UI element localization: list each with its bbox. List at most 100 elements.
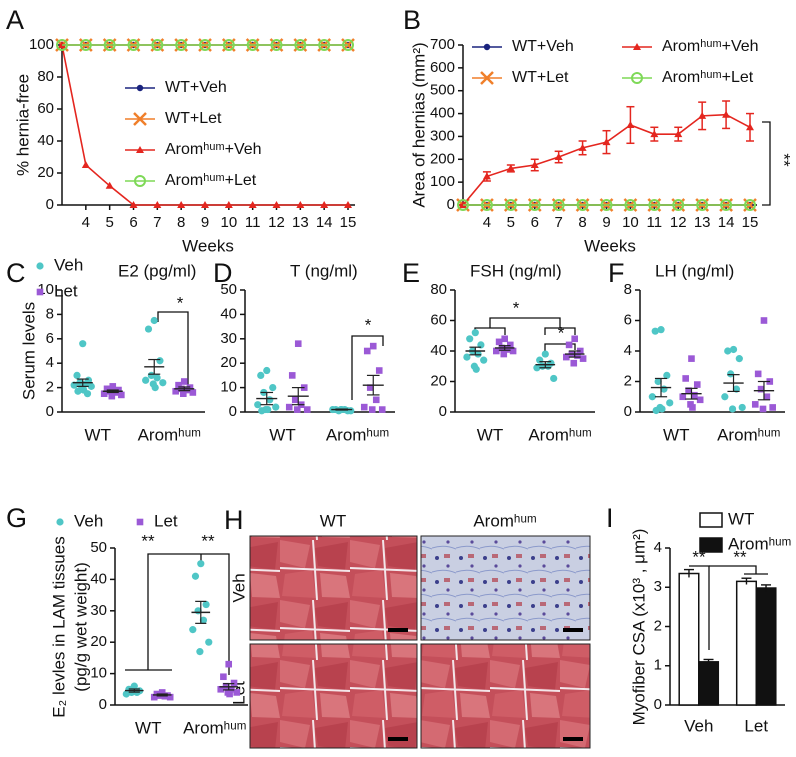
x-tick-label: WT bbox=[663, 425, 689, 444]
marker bbox=[728, 405, 737, 413]
marker bbox=[759, 405, 767, 413]
marker bbox=[257, 371, 265, 379]
marker bbox=[36, 288, 44, 296]
marker bbox=[504, 346, 511, 353]
legend-label: Veh bbox=[74, 511, 103, 530]
y-axis-label: Area of hernias (mm²) bbox=[409, 42, 428, 207]
marker bbox=[696, 199, 709, 211]
error-bar bbox=[683, 568, 694, 578]
marker bbox=[100, 390, 108, 397]
sem-bar bbox=[260, 391, 274, 406]
marker bbox=[654, 377, 662, 386]
marker-stroke bbox=[133, 112, 147, 126]
marker bbox=[722, 110, 731, 118]
x-tick-label: Let bbox=[744, 716, 768, 735]
marker bbox=[272, 201, 281, 208]
marker bbox=[205, 638, 213, 646]
marker bbox=[225, 660, 233, 668]
sem-bar bbox=[178, 386, 191, 392]
sem-bar bbox=[727, 374, 740, 393]
legend-swatch bbox=[699, 537, 723, 553]
marker bbox=[574, 352, 581, 359]
marker bbox=[480, 199, 493, 211]
marker bbox=[217, 686, 225, 693]
sem-bar bbox=[128, 688, 140, 693]
marker bbox=[258, 407, 266, 415]
x-tick-label: 9 bbox=[602, 214, 610, 231]
marker bbox=[501, 335, 508, 343]
marker bbox=[150, 316, 158, 325]
x-tick-label: 6 bbox=[129, 214, 137, 231]
significance: ** bbox=[141, 531, 155, 550]
marker bbox=[648, 393, 656, 401]
y-tick-label: 30 bbox=[90, 602, 107, 619]
marker bbox=[552, 199, 565, 211]
legend-label: WT+Let bbox=[512, 69, 569, 86]
marker bbox=[291, 396, 299, 404]
legend-label: WT+Let bbox=[165, 110, 222, 127]
marker bbox=[729, 345, 738, 354]
marker bbox=[482, 172, 491, 180]
x-tick-label: 4 bbox=[483, 214, 491, 231]
marker bbox=[507, 341, 514, 349]
marker bbox=[563, 353, 570, 361]
marker bbox=[480, 356, 488, 364]
y-tick-label: 0 bbox=[624, 403, 632, 420]
x-tick-label: 13 bbox=[292, 214, 309, 231]
x-tick-label: WT bbox=[477, 425, 503, 444]
legend-label: Aromʰᵘᵐ+Let bbox=[165, 172, 257, 189]
marker bbox=[264, 405, 272, 414]
x-tick-label: 5 bbox=[105, 214, 113, 231]
y-tick-label: 4 bbox=[46, 354, 54, 371]
x-tick-label: 7 bbox=[554, 214, 562, 231]
legend-label: Veh bbox=[54, 255, 83, 274]
marker bbox=[248, 201, 257, 208]
marker bbox=[735, 355, 743, 363]
y-tick-label: 40 bbox=[37, 132, 54, 149]
marker bbox=[56, 39, 68, 51]
marker bbox=[685, 387, 692, 394]
x-tick-label: 15 bbox=[340, 214, 357, 231]
y-tick-label: 0 bbox=[46, 196, 54, 213]
significance: ** bbox=[201, 531, 215, 550]
marker bbox=[288, 372, 296, 379]
error-bar bbox=[703, 658, 714, 665]
marker bbox=[570, 359, 578, 367]
y-tick-label: 10 bbox=[90, 665, 107, 682]
marker bbox=[226, 690, 233, 698]
significance: ** bbox=[775, 153, 794, 167]
panel-letter: F bbox=[608, 258, 625, 288]
bracket bbox=[351, 335, 384, 400]
x-tick-label: 14 bbox=[316, 214, 333, 231]
panel-letter: D bbox=[213, 258, 233, 288]
marker bbox=[483, 43, 491, 51]
marker bbox=[254, 401, 262, 409]
x-tick-label: 10 bbox=[622, 214, 639, 231]
row-label: Veh bbox=[229, 573, 248, 602]
chart-title: FSH (ng/ml) bbox=[470, 261, 562, 280]
y-tick-label: 0 bbox=[99, 696, 107, 713]
marker bbox=[600, 199, 613, 211]
marker bbox=[222, 39, 235, 51]
y-tick-label: 20 bbox=[220, 354, 237, 371]
marker bbox=[366, 384, 374, 391]
y-tick-label: 60 bbox=[430, 311, 447, 328]
significance: * bbox=[177, 293, 184, 312]
x-tick-label: WT bbox=[85, 425, 111, 444]
y-tick-label: 8 bbox=[46, 305, 54, 322]
x-tick-label: 7 bbox=[153, 214, 161, 231]
marker bbox=[369, 342, 377, 350]
marker bbox=[504, 199, 517, 211]
y-tick-label: 400 bbox=[430, 105, 455, 122]
y-tick-label: 1 bbox=[654, 657, 662, 674]
sem-bar bbox=[148, 358, 161, 375]
marker bbox=[202, 600, 210, 609]
marker bbox=[372, 396, 380, 404]
marker bbox=[269, 384, 277, 392]
x-axis-label: Weeks bbox=[584, 236, 636, 255]
marker bbox=[691, 391, 698, 399]
marker bbox=[129, 201, 138, 208]
marker bbox=[318, 39, 331, 51]
marker bbox=[480, 71, 494, 85]
